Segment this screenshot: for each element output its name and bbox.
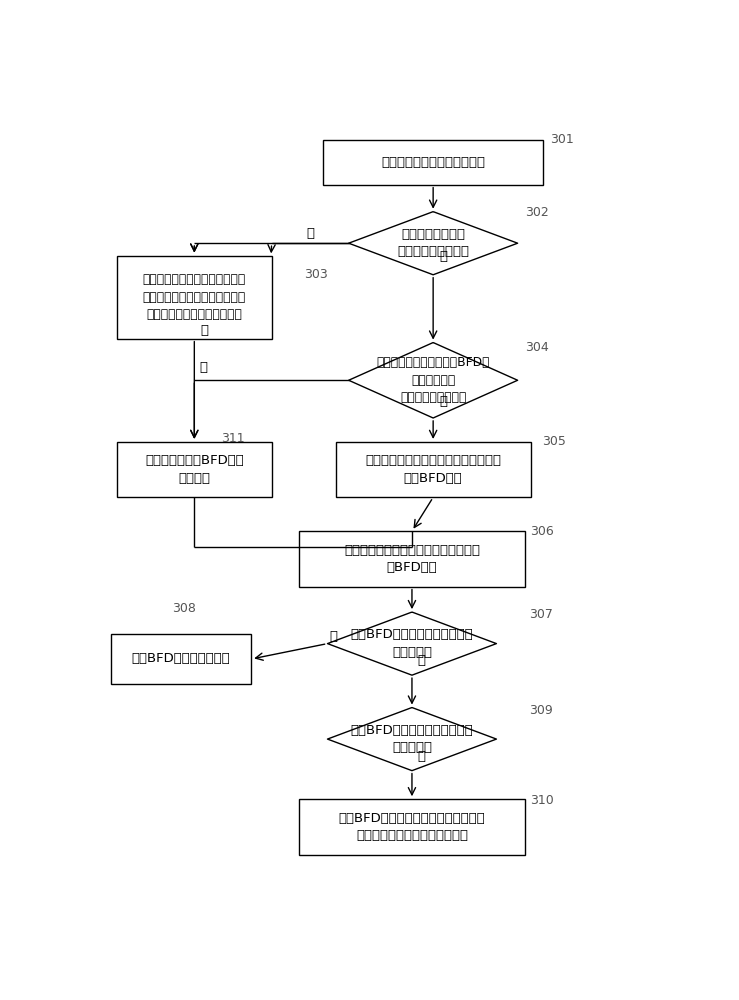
Text: 否: 否	[418, 654, 426, 667]
Text: 判断BFD报文是否通过第一认证
模式的通过: 判断BFD报文是否通过第一认证 模式的通过	[350, 628, 474, 659]
Text: 否: 否	[439, 250, 447, 263]
Text: 判断第一网络设备是否仍处于认
证中间状态，若是则回退到第一
认证模式并退出认证中间状态: 判断第一网络设备是否仍处于认 证中间状态，若是则回退到第一 认证模式并退出认证中…	[143, 273, 246, 321]
Text: 采用现有流程对BFD报文
进行认证: 采用现有流程对BFD报文 进行认证	[145, 454, 244, 485]
Bar	[117, 256, 272, 339]
Text: 判断认证模式切换
超时定时器是否超时: 判断认证模式切换 超时定时器是否超时	[397, 228, 469, 258]
Bar	[336, 442, 531, 497]
Text: 311: 311	[221, 432, 245, 445]
Text: 是: 是	[306, 227, 314, 240]
Bar	[117, 442, 272, 497]
Text: 是: 是	[329, 630, 337, 643]
Text: 判断BFD报文是否通过第二认证
模式的检测: 判断BFD报文是否通过第二认证 模式的检测	[350, 724, 474, 754]
Text: 是: 是	[439, 395, 447, 408]
Text: 第一网络设备每次向第二网络设备发送
两份BFD报文: 第一网络设备每次向第二网络设备发送 两份BFD报文	[365, 454, 501, 485]
Text: 是: 是	[418, 750, 426, 763]
Text: 306: 306	[531, 525, 554, 538]
Bar	[299, 531, 525, 587]
Text: 304: 304	[525, 341, 548, 354]
Text: 第一网络设备判断当前的BFD报
文的认证状态
是否处于认证中间态: 第一网络设备判断当前的BFD报 文的认证状态 是否处于认证中间态	[376, 356, 490, 404]
Text: 设置认证模式切换超时定时器: 设置认证模式切换超时定时器	[381, 156, 485, 169]
Text: 308: 308	[173, 602, 197, 615]
Bar	[111, 634, 251, 684]
Text: 305: 305	[542, 435, 566, 448]
Bar	[299, 799, 525, 855]
Text: 否: 否	[200, 324, 208, 337]
Text: 307: 307	[529, 608, 553, 621]
Text: 310: 310	[531, 794, 554, 807]
Text: 刷新BFD超时检测定时器: 刷新BFD超时检测定时器	[132, 652, 231, 666]
Text: 否: 否	[199, 361, 207, 374]
Text: 301: 301	[551, 133, 574, 146]
Text: 302: 302	[525, 206, 548, 219]
Bar	[323, 140, 543, 185]
Text: 第一网络设备接收到第二网络设备发送
的BFD报文: 第一网络设备接收到第二网络设备发送 的BFD报文	[344, 544, 480, 574]
Text: 309: 309	[529, 704, 553, 717]
Text: 刷新BFD超时检测定时器，使第二认证
模式生效，并退出认证中间状态: 刷新BFD超时检测定时器，使第二认证 模式生效，并退出认证中间状态	[338, 812, 486, 842]
Text: 303: 303	[304, 267, 328, 280]
